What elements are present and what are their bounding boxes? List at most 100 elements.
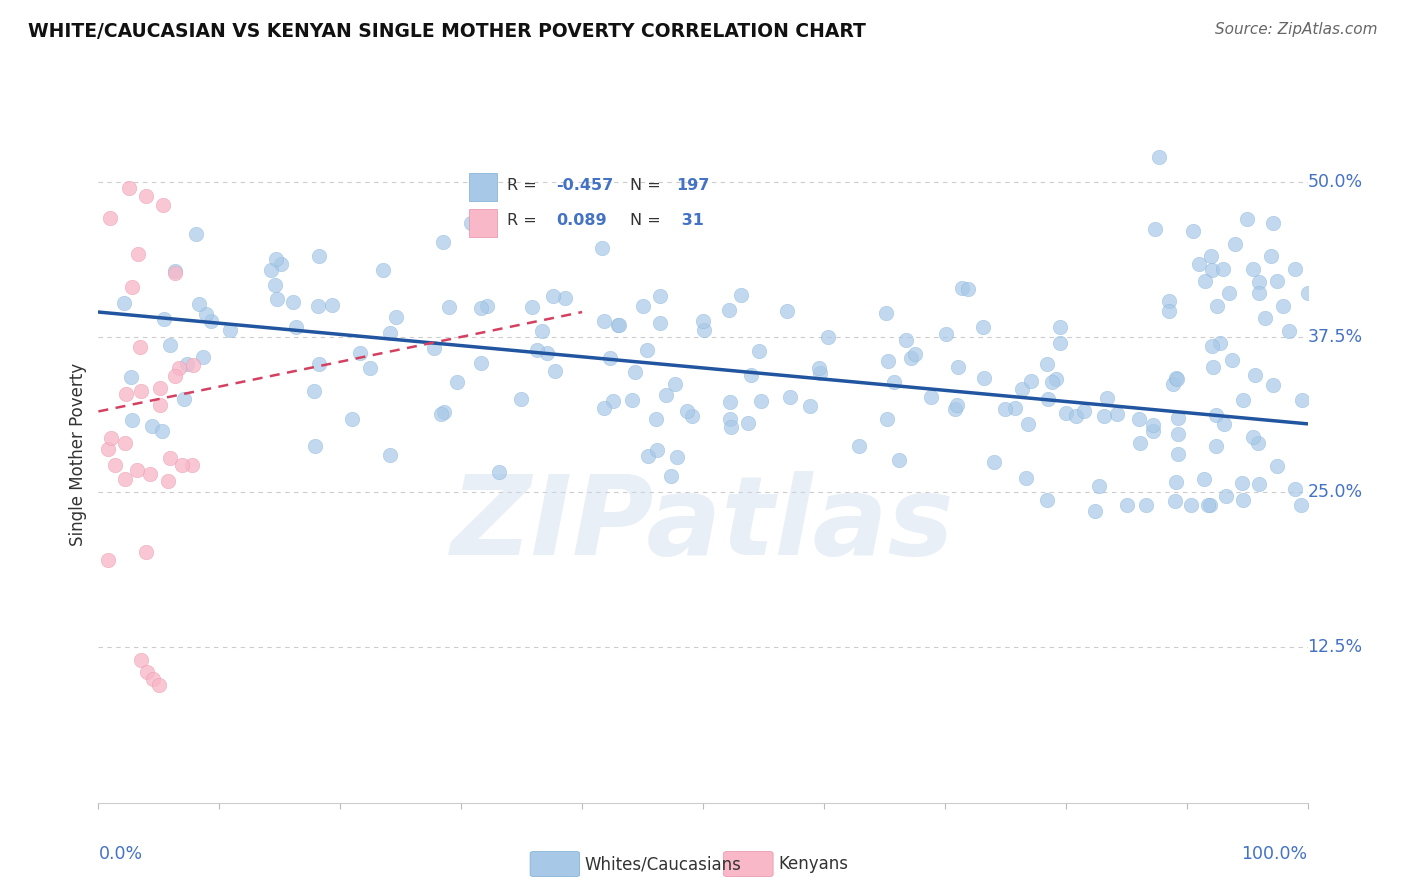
Point [128,340,150,354]
Point [112,296,135,310]
Text: 12.5%: 12.5% [1308,639,1362,657]
Point [1232,392,1254,407]
Point [149,398,172,412]
Point [1265,274,1288,288]
Point [1116,498,1139,512]
Text: 0.0%: 0.0% [98,845,142,863]
Point [433,405,456,419]
Point [1107,407,1129,421]
Point [159,338,181,352]
Text: WHITE/CAUCASIAN VS KENYAN SINGLE MOTHER POVERTY CORRELATION CHART: WHITE/CAUCASIAN VS KENYAN SINGLE MOTHER … [28,22,866,41]
Point [665,450,688,464]
Point [808,367,831,381]
Point [186,227,208,241]
Point [1135,498,1157,512]
Point [181,458,204,472]
Point [270,257,292,271]
Point [148,678,170,692]
Point [1164,475,1187,489]
Text: 50.0%: 50.0% [1308,172,1362,191]
Point [195,307,218,321]
Point [718,395,741,409]
Point [1249,286,1271,301]
Point [956,282,979,296]
Point [321,298,343,312]
Point [522,300,544,314]
Point [799,400,821,414]
Point [1205,408,1227,422]
Point [121,413,143,427]
Point [1049,319,1071,334]
Point [1166,372,1188,386]
Point [593,314,616,328]
Point [637,449,659,463]
Point [1272,299,1295,313]
Point [432,235,454,249]
Point [950,281,973,295]
Point [1249,275,1271,289]
Point [153,312,176,326]
Point [1004,401,1026,416]
Point [1142,418,1164,433]
Point [1144,222,1167,236]
Point [1213,417,1236,431]
Point [266,252,288,266]
Point [371,263,394,277]
Point [644,412,666,426]
Point [1201,263,1223,277]
Text: Whites/Caucasians: Whites/Caucasians [585,855,741,873]
Point [1036,493,1059,508]
Point [100,431,122,445]
Point [263,277,285,292]
Point [1084,504,1107,518]
Point [876,412,898,426]
Point [730,288,752,302]
Point [1088,479,1111,493]
Point [97,442,120,456]
Point [983,455,1005,469]
Point [607,318,630,332]
Point [1254,311,1277,326]
Point [894,333,917,347]
Point [807,361,830,376]
Point [1159,293,1181,308]
Point [150,424,173,438]
Point [157,474,180,488]
Point [1142,424,1164,438]
Point [620,392,643,407]
Point [541,288,564,302]
Point [531,324,554,338]
Point [1206,299,1229,313]
Point [946,398,969,412]
Point [1166,371,1188,385]
Point [118,181,141,195]
Point [1161,376,1184,391]
Point [127,463,149,477]
Text: ZIPatlas: ZIPatlas [451,471,955,578]
Point [1188,257,1211,271]
Point [378,326,401,341]
Point [776,303,799,318]
Point [1261,378,1284,392]
Point [129,653,152,667]
Point [1167,447,1189,461]
FancyBboxPatch shape [724,852,773,877]
Point [176,358,198,372]
Point [935,326,957,341]
Point [135,665,157,680]
Point [191,350,214,364]
Text: 100.0%: 100.0% [1241,845,1308,863]
Point [1261,216,1284,230]
Point [720,419,742,434]
Y-axis label: Single Mother Poverty: Single Mother Poverty [69,363,87,547]
Point [1157,304,1180,318]
Point [470,356,492,370]
Point [439,300,461,314]
Point [591,241,613,255]
Point [378,449,401,463]
Point [141,419,163,434]
Point [446,375,468,389]
Point [285,319,308,334]
Point [139,467,162,482]
Point [693,323,716,337]
